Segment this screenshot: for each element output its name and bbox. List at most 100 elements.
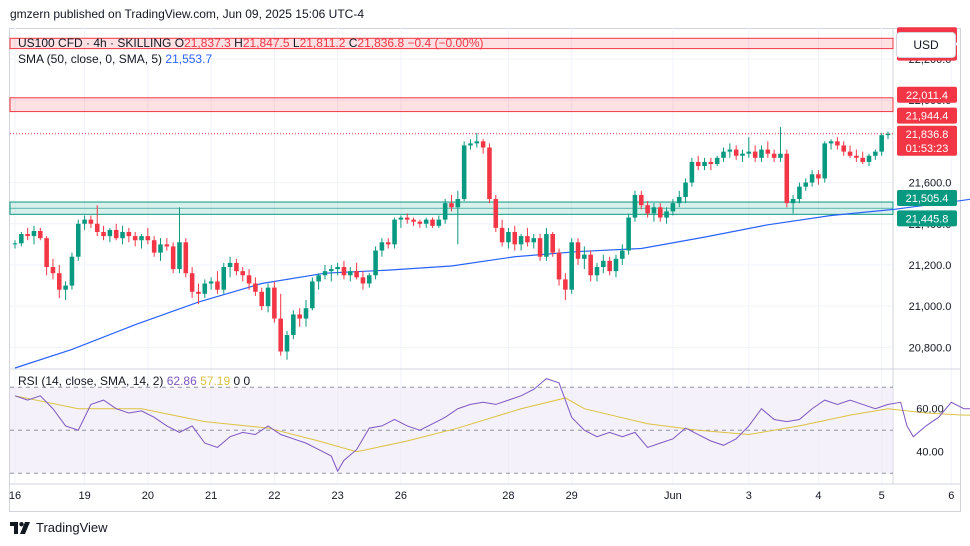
- candle-body: [50, 267, 56, 274]
- open-label: O: [174, 36, 185, 50]
- candle-body: [708, 161, 714, 164]
- candle-body: [145, 236, 151, 241]
- time-tick-label: 22: [268, 490, 280, 502]
- symbol-legend-row: US100 CFD · 4h · SKILLING O21,837.3 H21,…: [18, 35, 484, 51]
- candle: [721, 147, 726, 162]
- candle-body: [670, 203, 676, 212]
- candle-body: [19, 234, 24, 244]
- candle: [417, 219, 423, 228]
- candle-body: [461, 145, 467, 200]
- tradingview-logo-icon: [10, 521, 30, 534]
- sma-label[interactable]: SMA (50, close, 0, SMA, 5): [18, 52, 163, 66]
- candle: [38, 227, 43, 241]
- candle: [404, 213, 410, 224]
- candle-body: [310, 281, 315, 309]
- change-value: −0.4 (−0.00%): [407, 36, 484, 50]
- candle: [69, 252, 75, 290]
- candle-body: [468, 143, 473, 146]
- candle: [683, 178, 688, 204]
- candle-body: [246, 275, 252, 284]
- candle-body: [329, 269, 334, 272]
- candle: [563, 273, 568, 300]
- candle-body: [385, 242, 391, 245]
- candle: [284, 330, 290, 360]
- candle: [639, 190, 644, 210]
- resistance-top-tag: 22,011.4: [906, 90, 948, 102]
- candle: [841, 141, 846, 156]
- candle: [360, 271, 366, 290]
- candle: [253, 277, 258, 296]
- brand-footer[interactable]: TradingView: [10, 520, 108, 535]
- price-tick-label: 20,800.0: [909, 342, 952, 354]
- candle-body: [164, 244, 170, 247]
- candle: [50, 258, 56, 280]
- rsi-extra-2: 0: [243, 374, 251, 388]
- candle-body: [613, 258, 619, 272]
- candle-body: [506, 232, 511, 243]
- candle: [379, 238, 385, 257]
- candle-body: [284, 335, 290, 352]
- high-label: H: [234, 36, 243, 50]
- candle-body: [208, 281, 214, 284]
- candle-body: [601, 260, 606, 268]
- candle-body: [31, 230, 37, 237]
- last-price-tag-bg: [897, 125, 957, 156]
- candle-body: [221, 267, 227, 290]
- candle: [695, 155, 701, 171]
- chart-frame: [9, 28, 961, 512]
- candle-body: [360, 277, 366, 284]
- candle-body: [569, 242, 574, 290]
- price-tick-label: 21,000.0: [909, 301, 952, 313]
- candle-body: [132, 236, 138, 241]
- candle-body: [158, 244, 163, 253]
- candle: [189, 267, 195, 298]
- candle-body: [215, 281, 220, 290]
- candle: [310, 277, 315, 311]
- candle-body: [38, 230, 43, 239]
- candle-body: [227, 262, 233, 268]
- candle-body: [107, 229, 113, 237]
- publish-caption: gmzern published on TradingView.com, Jun…: [10, 7, 364, 21]
- candle-body: [544, 234, 549, 257]
- time-tick-label: 16: [9, 490, 21, 502]
- rsi-label[interactable]: RSI (14, close, SMA, 14, 2): [18, 374, 164, 388]
- candle-body: [828, 141, 834, 144]
- rsi-line: [14, 378, 970, 473]
- candle-body: [879, 135, 884, 152]
- candle-body: [480, 141, 486, 148]
- candle: [101, 225, 106, 241]
- candle: [259, 287, 264, 311]
- candle: [449, 194, 454, 212]
- sma-legend-row: SMA (50, close, 0, SMA, 5) 21,553.7: [18, 51, 484, 67]
- symbol-info[interactable]: US100 CFD · 4h · SKILLING: [18, 36, 172, 50]
- candle-body: [537, 238, 543, 257]
- candle: [221, 262, 227, 294]
- candle-body: [202, 283, 208, 294]
- candle-body: [183, 242, 189, 274]
- candle-body: [94, 223, 100, 232]
- candle: [316, 273, 321, 290]
- candle-body: [499, 227, 505, 243]
- candle-body: [733, 149, 739, 156]
- candle: [676, 190, 682, 208]
- candle-body: [455, 199, 461, 208]
- currency-button[interactable]: USD: [896, 32, 956, 58]
- candle: [790, 194, 796, 214]
- candle: [809, 170, 815, 187]
- support-top-tag: 21,505.4: [906, 193, 949, 205]
- candle: [341, 260, 347, 280]
- rsi-tick-label: 40.00: [916, 447, 944, 459]
- candle: [487, 143, 492, 204]
- candle: [620, 244, 625, 265]
- candle: [740, 149, 745, 162]
- candle-body: [113, 229, 119, 239]
- candle: [411, 217, 416, 226]
- candle-body: [44, 238, 49, 268]
- candle: [784, 149, 790, 208]
- rsi-ma-line: [14, 395, 970, 453]
- candle-body: [765, 149, 771, 154]
- candle-body: [525, 236, 530, 243]
- candle: [759, 145, 764, 162]
- candle-body: [771, 153, 777, 158]
